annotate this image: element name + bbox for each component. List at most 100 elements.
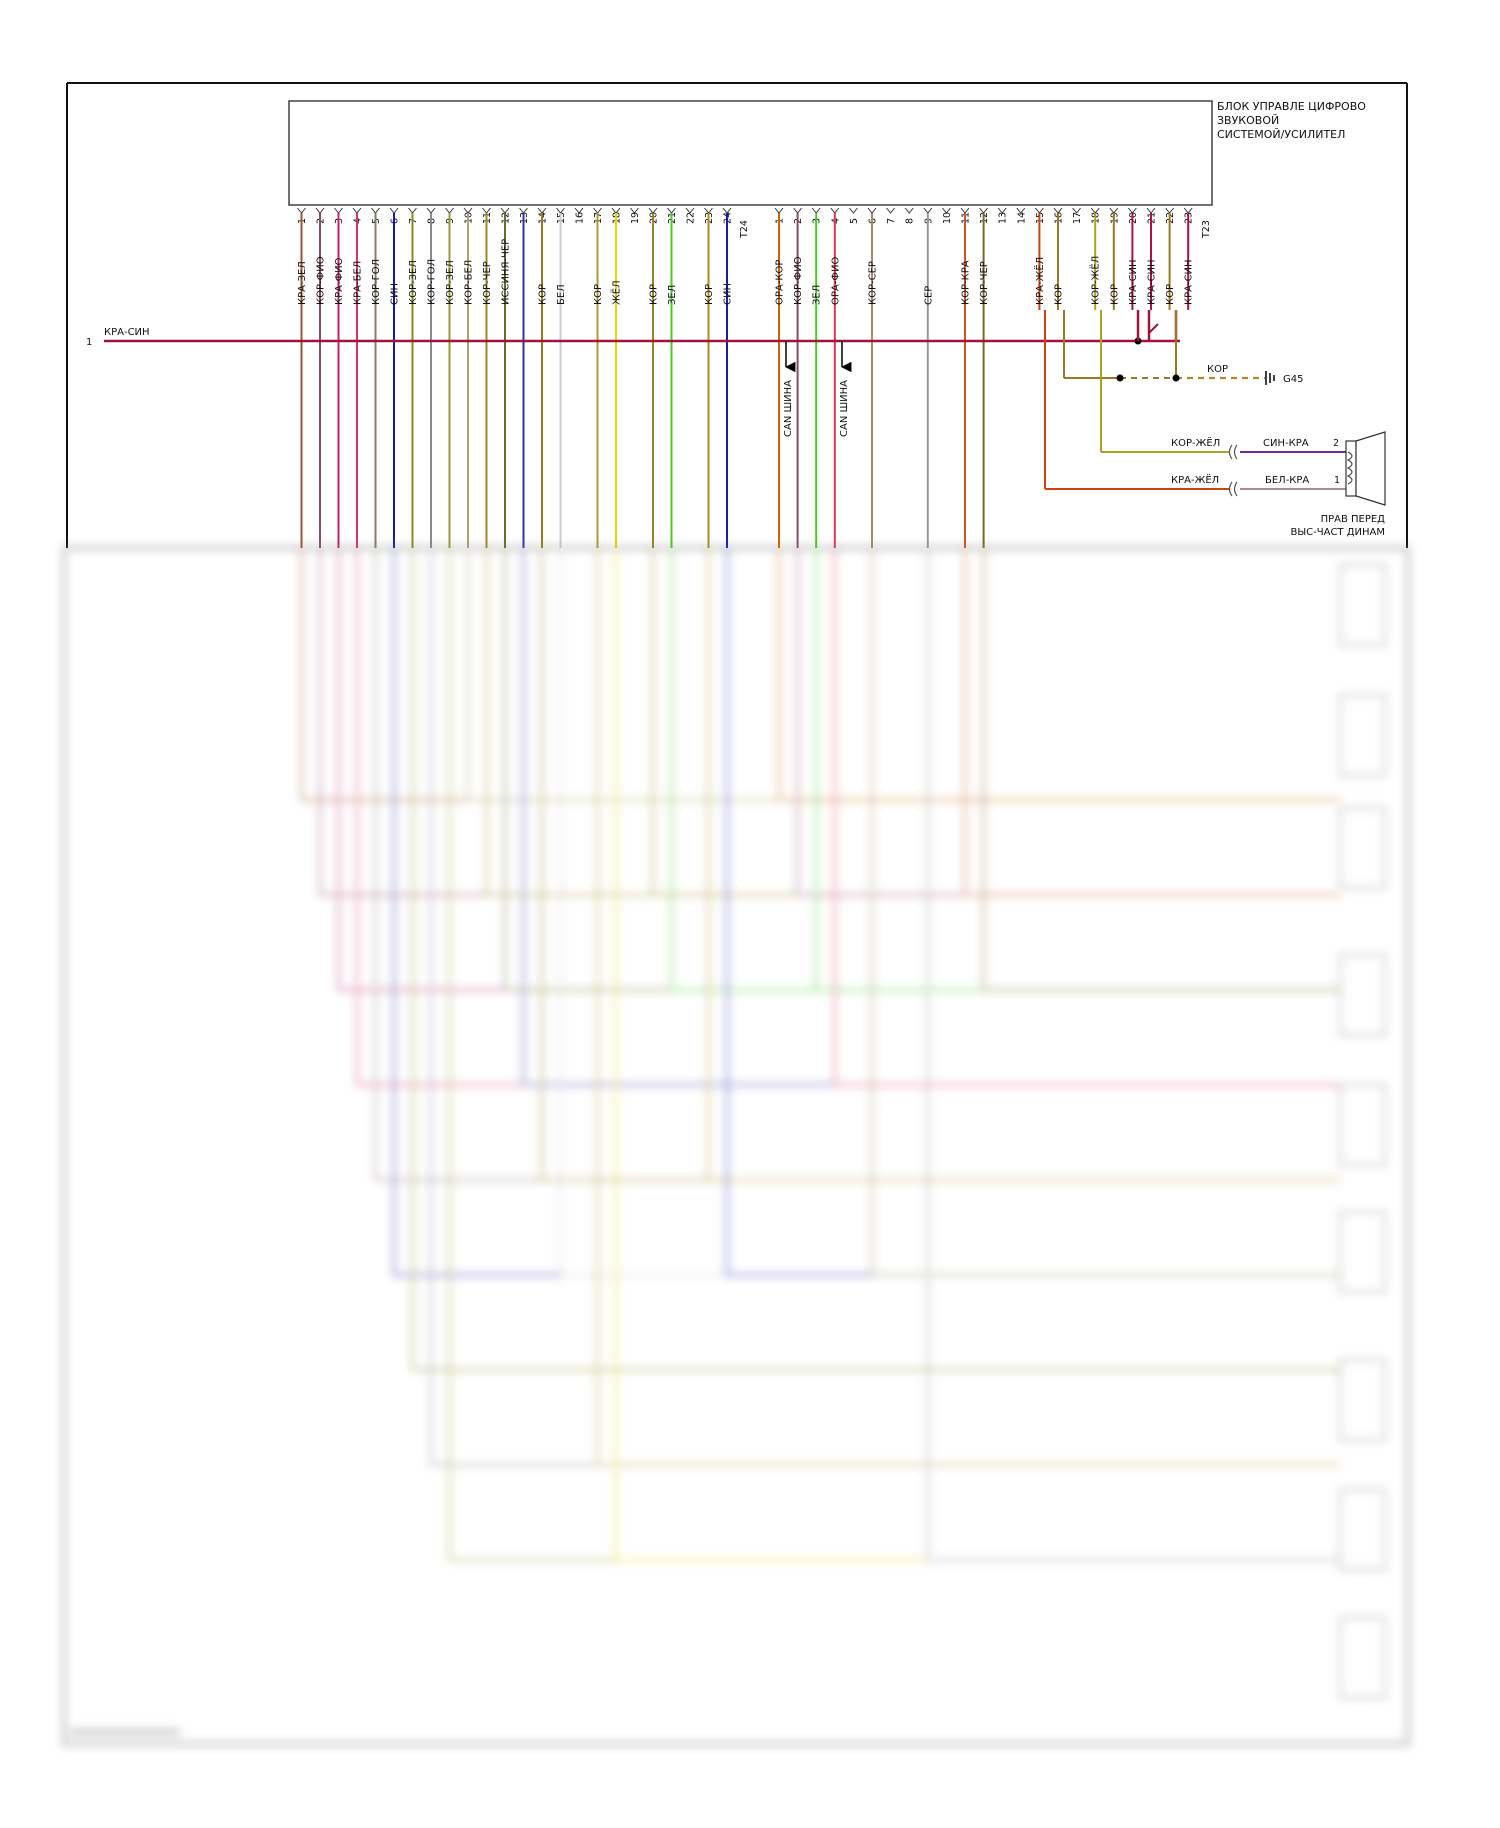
pin-socket: [1016, 207, 1026, 214]
tweeter-label-line-1: ПРАВ ПЕРЕД: [1321, 514, 1386, 525]
pin-socket: [923, 207, 933, 214]
pin-socket: [849, 207, 858, 214]
pin-wire-label: ОРА-КОР: [775, 260, 786, 305]
pin-wire-label: БЕЛ: [556, 284, 567, 305]
pin-wire-label: КОР-ЧЕР: [482, 261, 493, 305]
connector-t23-label: T23: [1201, 220, 1212, 239]
pin-wire-label: КОР: [1109, 284, 1120, 305]
pin-socket: [774, 207, 784, 214]
pin-wire-label: КРА-СИН: [1128, 259, 1139, 305]
pin-socket: [997, 207, 1007, 214]
pin-wire-label: КОР-ЧЕР: [979, 261, 990, 305]
pin-socket: [904, 207, 914, 214]
pin-number: 22: [686, 212, 697, 224]
pin-wire-label: КОР-ГОЛ: [371, 259, 382, 305]
module-title-line-1: БЛОК УПРАВЛЕ ЦИФРОВО: [1217, 100, 1366, 113]
pin-wire-label: ЖЁЛ: [610, 280, 623, 305]
pin-socket: [811, 207, 821, 214]
pin-socket: [389, 207, 399, 214]
can-bus-label-2: CAN ШИНА: [839, 380, 850, 437]
pin-socket: [942, 207, 951, 214]
obscured-lower-section: [61, 545, 1411, 1747]
pin-wire-label: КОР: [1054, 284, 1065, 305]
module-title-line-2: ЗВУКОВОЙ: [1217, 114, 1279, 127]
pin-socket: [830, 207, 840, 214]
pin-wire-label: СЕР: [923, 286, 934, 305]
pin-socket: [886, 207, 895, 214]
pin-socket: [867, 207, 877, 214]
pin-wire-label: ИССИНЯ-ЧЕР: [501, 239, 512, 305]
pin-wire-label: КОР: [649, 284, 660, 305]
pin-wire-label: КОР-ГОЛ: [427, 259, 438, 305]
pin-wire-label: ЗЕЛ: [812, 285, 823, 305]
ground-name: G45: [1283, 374, 1303, 385]
pin-wire-label: КОР-СЕР: [868, 261, 879, 305]
pin-wire-label: КРА-БЕЛ: [353, 261, 364, 305]
tweeter-wire-lower-in: КРА-ЖЁЛ: [1171, 473, 1219, 486]
pin-wire-label: ЗЕЛ: [667, 285, 678, 305]
pin-wire-label: СИН: [723, 283, 734, 305]
pin-wire-label: КОР-ФИО: [316, 256, 327, 305]
pin-wire-label: КОР: [704, 284, 715, 305]
tweeter-wire-lower-out: БЕЛ-КРА: [1265, 475, 1309, 486]
pin-socket: [352, 207, 362, 214]
pin-socket: [685, 207, 695, 214]
speaker-front-right-tweeter: КОР-ЖЁЛ СИН-КРА КРА-ЖЁЛ БЕЛ-КРА 2 1 ПРАВ…: [1044, 310, 1386, 538]
pin-socket: [445, 207, 454, 214]
can-bus: CAN ШИНА CAN ШИНА: [783, 341, 852, 437]
diagram-frame-top: [66, 82, 1408, 548]
speaker-icon: [1345, 431, 1386, 506]
pin-socket: [371, 207, 380, 214]
pin-wire-label: КРА-ЖЁЛ: [1033, 257, 1046, 305]
pin-wire-label: КОР: [538, 284, 549, 305]
pin-wire-label: КРА-ФИО: [334, 257, 345, 305]
pin-wire-label: КРА-СИН: [1184, 259, 1195, 305]
pin-socket: [334, 207, 343, 214]
pin-number: 7: [886, 218, 897, 224]
pin-wire-label: КОР-ЖЁЛ: [1089, 256, 1102, 305]
connector-pins: 1КРА-ЗЕЛ2КОР-ФИО3КРА-ФИО4КРА-БЕЛ5КОР-ГОЛ…: [297, 207, 1195, 548]
pin-wire-label: КРА-ЗЕЛ: [297, 261, 308, 305]
amplifier-module-box: [288, 100, 1213, 206]
pin-wire-label: КОР: [1165, 284, 1176, 305]
ground-wire-label: КОР: [1207, 364, 1228, 375]
connector-t24-label: T24: [739, 220, 750, 239]
pin-number: 10: [942, 212, 953, 224]
pin-socket: [630, 207, 639, 214]
pin-number: 19: [630, 212, 641, 224]
power-feed-wire-label: КРА-СИН: [104, 327, 150, 338]
pin-number: 17: [1072, 212, 1083, 224]
pin-wire-label: КОР: [593, 284, 604, 305]
pin-number: 5: [849, 218, 860, 224]
power-feed: 1 КРА-СИН: [86, 310, 1180, 348]
module-title-line-3: СИСТЕМОЙ/УСИЛИТЕЛ: [1217, 128, 1345, 141]
pin-wire-label: КОР-КРА: [961, 260, 972, 305]
pin-number: 16: [575, 212, 586, 224]
pin-wire-label: КОР-ЗЕЛ: [408, 260, 419, 305]
tweeter-wire-upper-in: КОР-ЖЁЛ: [1171, 436, 1220, 449]
pin-socket: [408, 207, 417, 214]
pin-wire-label: КРА-СИН: [1147, 259, 1158, 305]
pin-wire-label: ОРА-ФИО: [830, 257, 841, 305]
pin-wire-label: КОР-БЕЛ: [464, 260, 475, 305]
pin-socket: [315, 207, 325, 214]
ground-g45: КОР G45: [1063, 310, 1303, 385]
pin-socket: [793, 207, 802, 214]
pin-socket: [574, 207, 584, 214]
can-bus-label-1: CAN ШИНА: [783, 380, 794, 437]
pin-socket: [297, 207, 306, 214]
pin-wire-label: СИН: [390, 283, 401, 305]
pin-socket: [1072, 207, 1081, 214]
ground-icon: [1265, 371, 1275, 385]
tweeter-label-line-2: ВЫС-ЧАСТ ДИНАМ: [1290, 527, 1385, 538]
pin-wire-label: КОР-ЗЕЛ: [445, 260, 456, 305]
pin-number: 8: [905, 218, 916, 224]
tweeter-pin-1: 1: [1334, 475, 1340, 486]
pin-wire-label: КОР-ФИО: [793, 256, 804, 305]
tweeter-wire-upper-out: СИН-КРА: [1263, 438, 1309, 449]
power-feed-number: 1: [86, 337, 92, 348]
pin-number: 14: [1016, 212, 1027, 224]
pin-socket: [426, 207, 436, 214]
pin-number: 13: [998, 212, 1009, 224]
